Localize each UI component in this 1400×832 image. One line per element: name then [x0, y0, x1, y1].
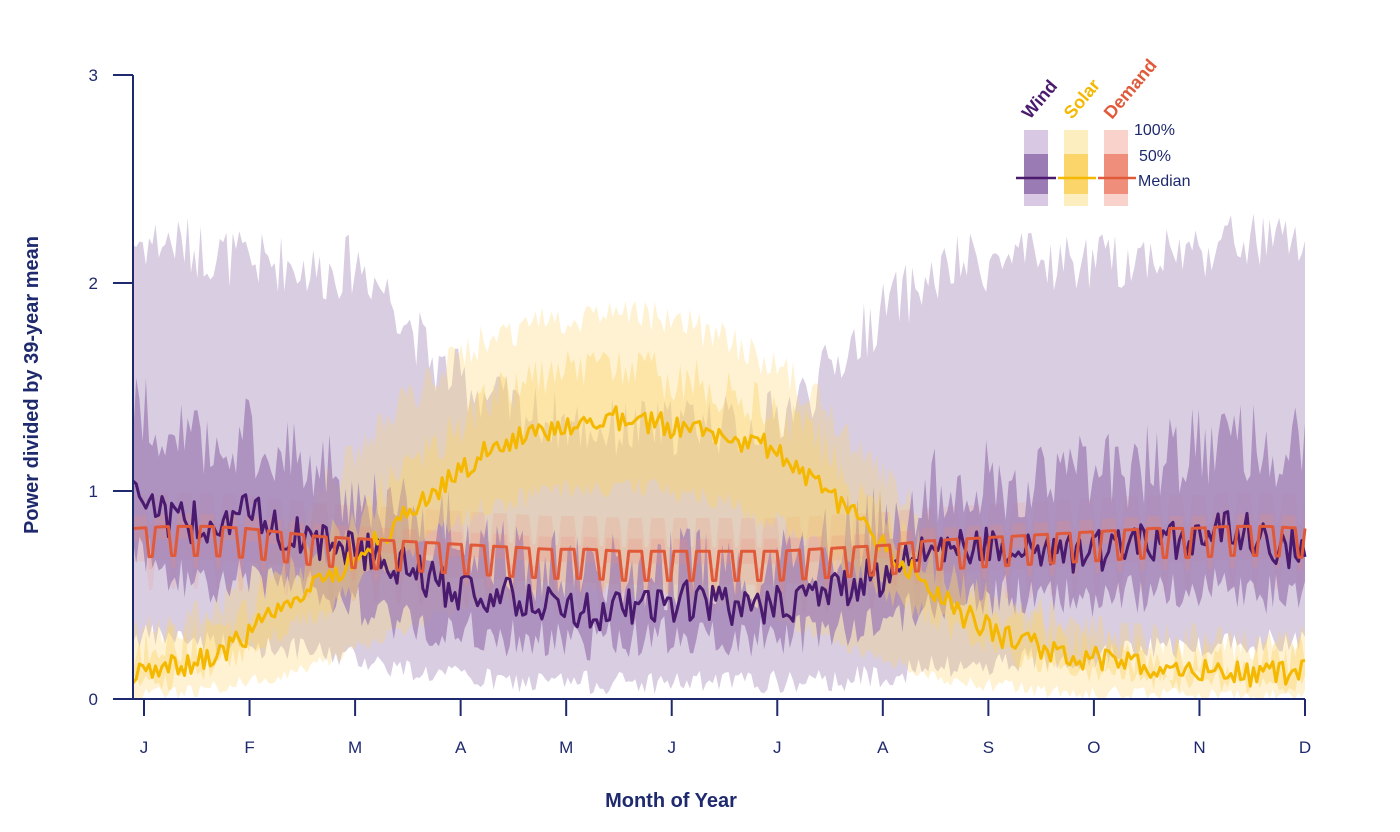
x-tick-label: M: [559, 738, 573, 757]
y-tick-label: 3: [89, 66, 98, 85]
legend-median-label: Median: [1138, 173, 1190, 190]
legend-100-label: 100%: [1134, 122, 1175, 139]
bands-layer: [133, 213, 1305, 699]
y-ticks: 0 1 2 3: [89, 66, 133, 709]
legend-wind-label: Wind: [1018, 76, 1061, 122]
y-tick-label: 0: [89, 690, 98, 709]
legend-wind-band-50: [1024, 154, 1048, 194]
x-tick-label: J: [667, 738, 676, 757]
legend-50-label: 50%: [1139, 148, 1171, 165]
x-axis-title: Month of Year: [605, 790, 737, 812]
x-tick-label: J: [140, 738, 149, 757]
demand-median-line: [132, 524, 1307, 582]
x-tick-label: D: [1299, 738, 1311, 757]
legend-solar-label: Solar: [1060, 75, 1104, 122]
legend-solar-band-50: [1064, 154, 1088, 194]
y-tick-label: 2: [89, 274, 98, 293]
x-tick-label: S: [983, 738, 994, 757]
x-tick-label: F: [244, 738, 254, 757]
x-tick-label: O: [1087, 738, 1100, 757]
legend-demand-band-50: [1104, 154, 1128, 194]
x-tick-label: A: [455, 738, 467, 757]
x-tick-label: A: [877, 738, 889, 757]
solar-band-50: [133, 350, 1305, 695]
legend-demand-label: Demand: [1100, 55, 1161, 122]
x-tick-label: M: [348, 738, 362, 757]
x-tick-label: J: [773, 738, 782, 757]
x-tick-label: N: [1193, 738, 1205, 757]
median-lines-layer: [131, 405, 1307, 688]
y-axis-title: Power divided by 39-year mean: [21, 236, 43, 534]
solar-median-line: [131, 405, 1306, 688]
y-tick-label: 1: [89, 482, 98, 501]
legend: Wind Solar Demand 100% 50% Median: [1016, 55, 1190, 206]
